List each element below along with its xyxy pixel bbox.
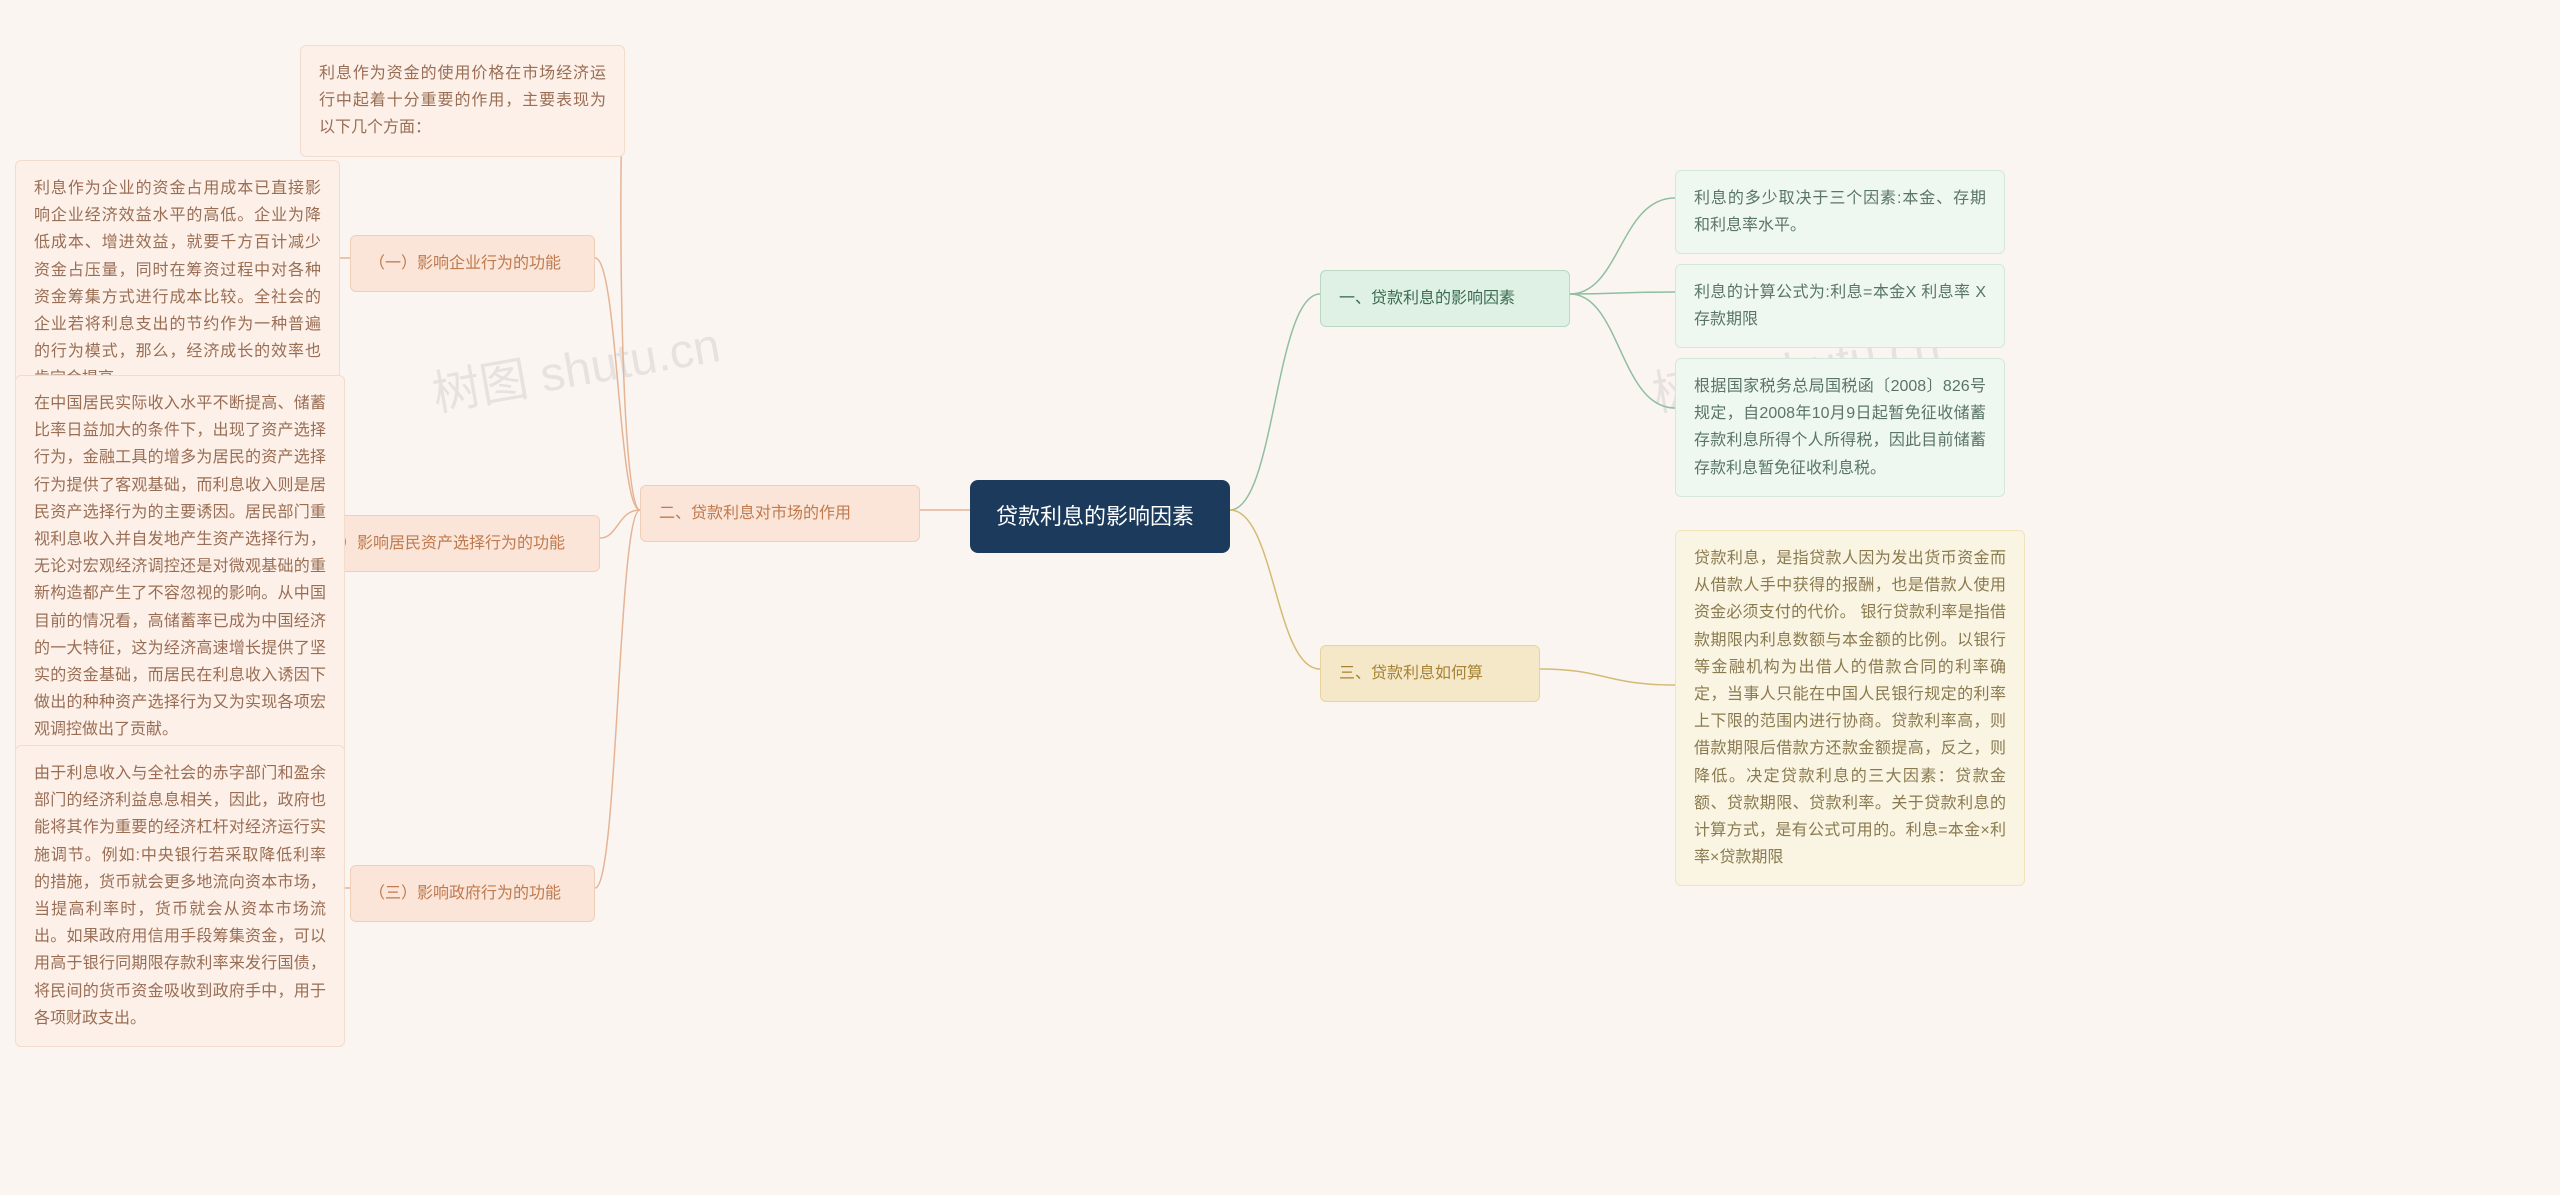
branch-two-intro: 利息作为资金的使用价格在市场经济运行中起着十分重要的作用，主要表现为以下几个方面… bbox=[300, 45, 625, 157]
branch-one-leaf-2: 利息的计算公式为:利息=本金X 利息率 X存款期限 bbox=[1675, 264, 2005, 348]
branch-two-sub-3[interactable]: （三）影响政府行为的功能 bbox=[350, 865, 595, 922]
branch-two-sub-2-detail: 在中国居民实际收入水平不断提高、储蓄比率日益加大的条件下，出现了资产选择行为，金… bbox=[15, 375, 345, 758]
watermark-1: 树图 shutu.cn bbox=[426, 305, 725, 424]
branch-two-sub-1[interactable]: （一）影响企业行为的功能 bbox=[350, 235, 595, 292]
branch-one-leaf-1: 利息的多少取决于三个因素:本金、存期和利息率水平。 bbox=[1675, 170, 2005, 254]
branch-one[interactable]: 一、贷款利息的影响因素 bbox=[1320, 270, 1570, 327]
branch-two[interactable]: 二、贷款利息对市场的作用 bbox=[640, 485, 920, 542]
branch-three[interactable]: 三、贷款利息如何算 bbox=[1320, 645, 1540, 702]
branch-two-sub-3-detail: 由于利息收入与全社会的赤字部门和盈余部门的经济利益息息相关，因此，政府也能将其作… bbox=[15, 745, 345, 1047]
connectors-layer bbox=[0, 0, 2560, 1195]
branch-two-sub-1-detail: 利息作为企业的资金占用成本已直接影响企业经济效益水平的高低。企业为降低成本、增进… bbox=[15, 160, 340, 408]
branch-three-leaf-1: 贷款利息，是指贷款人因为发出货币资金而从借款人手中获得的报酬，也是借款人使用资金… bbox=[1675, 530, 2025, 886]
branch-one-leaf-3: 根据国家税务总局国税函〔2008〕826号规定，自2008年10月9日起暂免征收… bbox=[1675, 358, 2005, 497]
root-node[interactable]: 贷款利息的影响因素 bbox=[970, 480, 1230, 553]
